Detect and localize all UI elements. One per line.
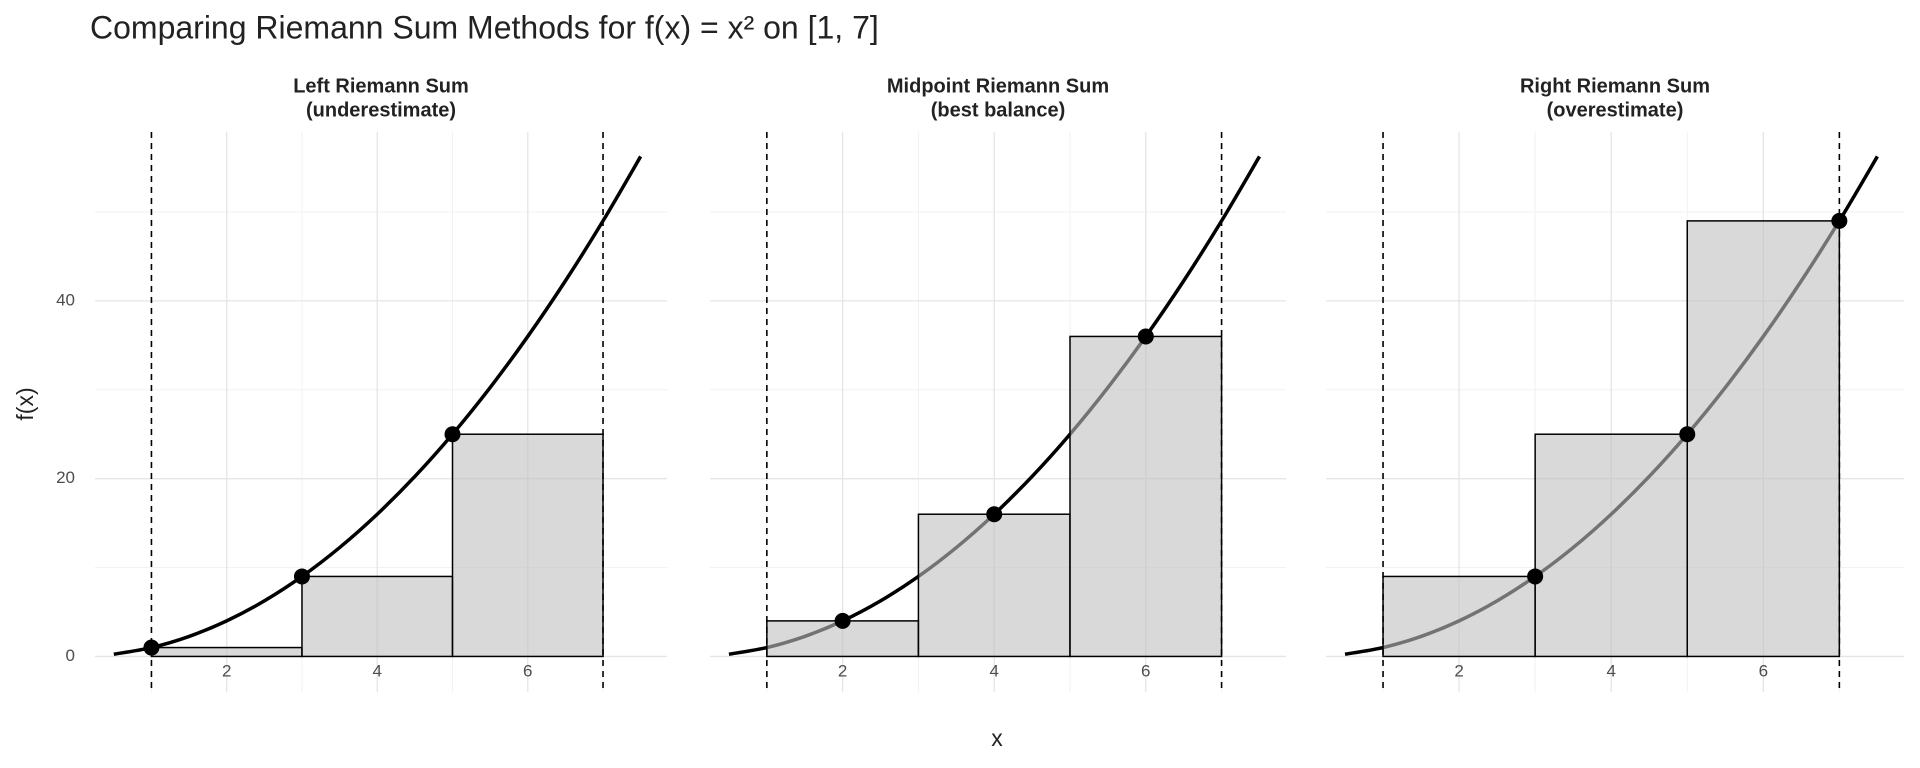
x-tick-label: 6	[1141, 661, 1150, 680]
x-tick-label: 4	[989, 661, 998, 680]
x-axis-label: x	[991, 725, 1003, 751]
bar	[1534, 433, 1689, 658]
chart-title: Comparing Riemann Sum Methods for f(x) =…	[90, 9, 879, 45]
facet-title: Right Riemann Sum	[1520, 75, 1710, 97]
x-tick-label: 2	[222, 661, 231, 680]
sample-point	[986, 506, 1003, 523]
y-tick-label: 40	[56, 290, 75, 309]
bar	[451, 433, 604, 658]
x-tick-label: 2	[838, 661, 847, 680]
x-tick-label: 6	[1759, 661, 1768, 680]
bar	[150, 646, 303, 658]
facet-subtitle: (overestimate)	[1547, 99, 1684, 121]
x-tick-label: 4	[1606, 661, 1615, 680]
x-tick-label: 4	[373, 661, 382, 680]
bar	[1382, 575, 1536, 658]
bar	[301, 575, 454, 658]
x-tick-label: 6	[523, 661, 532, 680]
facet-subtitle: (best balance)	[931, 99, 1065, 121]
sample-point	[834, 612, 851, 629]
y-tick-label: 20	[56, 468, 75, 487]
sample-point	[293, 568, 310, 585]
curve	[113, 155, 643, 656]
facet-title: Midpoint Riemann Sum	[887, 75, 1109, 97]
bar	[1686, 220, 1841, 658]
bar	[917, 513, 1071, 658]
y-tick-label: 0	[66, 646, 75, 665]
sample-point	[1527, 568, 1544, 585]
bar	[1069, 335, 1223, 658]
sample-point	[444, 426, 461, 443]
sample-point	[143, 639, 160, 656]
sample-point	[1679, 426, 1696, 443]
y-axis-label: f(x)	[12, 387, 38, 420]
sample-point	[1831, 212, 1848, 229]
x-tick-label: 2	[1454, 661, 1463, 680]
facet-title: Left Riemann Sum	[293, 75, 469, 97]
sample-point	[1137, 328, 1154, 345]
facet-subtitle: (underestimate)	[306, 99, 456, 121]
